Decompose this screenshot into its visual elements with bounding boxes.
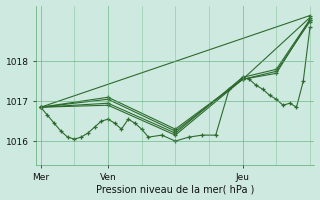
X-axis label: Pression niveau de la mer( hPa ): Pression niveau de la mer( hPa ) [96, 184, 254, 194]
